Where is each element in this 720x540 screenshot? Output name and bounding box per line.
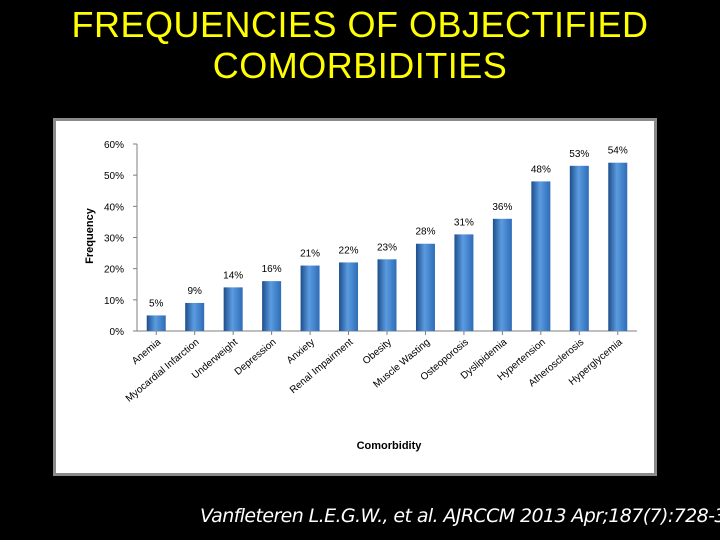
slide-title-line-1: FREQUENCIES OF OBJECTIFIED	[71, 4, 649, 45]
bar	[415, 243, 435, 331]
y-tick-label: 10%	[104, 296, 124, 307]
bar	[492, 218, 512, 331]
citation: Vanfleteren L.E.G.W., et al. AJRCCM 2013…	[200, 505, 720, 527]
data-label: 22%	[339, 245, 359, 256]
bar	[223, 287, 243, 331]
bar	[608, 162, 628, 331]
x-tick-label: Obesity	[361, 337, 394, 367]
data-label: 21%	[300, 249, 320, 260]
bar	[185, 302, 205, 331]
slide-title: FREQUENCIES OF OBJECTIFIED COMORBIDITIES	[0, 4, 720, 86]
data-label: 48%	[531, 164, 551, 175]
slide-title-line-2: COMORBIDITIES	[212, 45, 508, 86]
data-label: 36%	[492, 202, 512, 213]
data-label: 23%	[377, 242, 397, 253]
bar	[569, 165, 589, 331]
x-axis-label: Comorbidity	[357, 440, 423, 452]
data-label: 53%	[569, 149, 589, 160]
data-label: 16%	[262, 264, 282, 275]
data-label: 14%	[223, 270, 243, 281]
bar	[377, 259, 397, 331]
x-tick-label: Anemia	[130, 337, 163, 368]
x-tick-label: Myocardial Infarction	[124, 337, 202, 405]
y-tick-label: 20%	[104, 265, 124, 276]
data-label: 5%	[149, 298, 164, 309]
data-label: 9%	[187, 286, 202, 297]
data-label: 28%	[415, 227, 435, 238]
data-label: 54%	[608, 146, 628, 157]
x-tick-label: Depression	[233, 337, 279, 378]
bar	[146, 315, 166, 331]
y-tick-label: 0%	[110, 327, 125, 338]
data-label: 31%	[454, 217, 474, 228]
y-tick-label: 50%	[104, 171, 124, 182]
bar	[454, 234, 474, 331]
x-tick-label: Anxiety	[285, 337, 317, 367]
bar	[339, 262, 359, 331]
bar	[300, 265, 320, 331]
bar	[262, 281, 282, 331]
y-tick-label: 30%	[104, 234, 124, 245]
y-axis-label: Frequency	[84, 207, 96, 264]
bar	[531, 181, 551, 331]
y-tick-label: 60%	[104, 140, 124, 151]
y-tick-label: 40%	[104, 202, 124, 213]
